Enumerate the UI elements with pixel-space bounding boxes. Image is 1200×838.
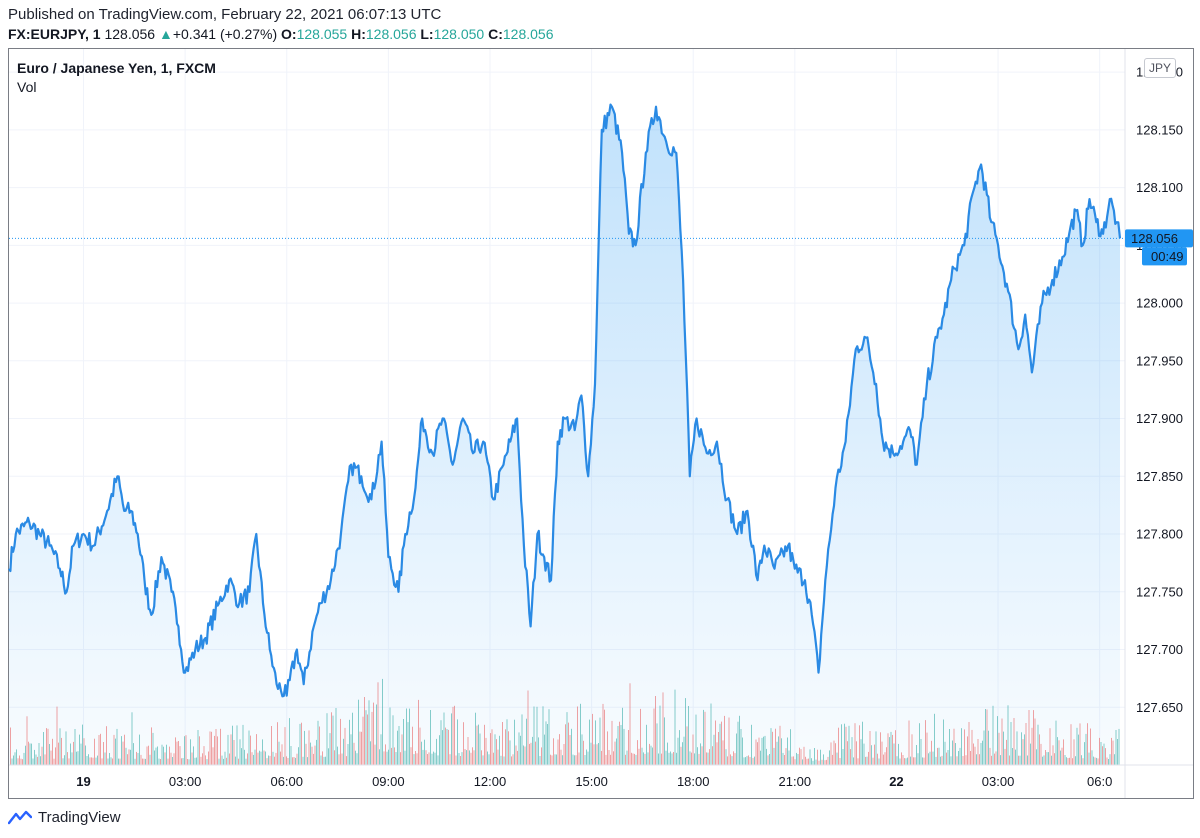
high-value: 128.056 <box>365 26 417 42</box>
quote-line: FX:EURJPY, 1 128.056 ▲+0.341 (+0.27%) O:… <box>8 26 553 42</box>
price-area <box>9 104 1120 766</box>
series-title[interactable]: Euro / Japanese Yen, 1, FXCM <box>17 60 216 76</box>
price-tick-label: 127.850 <box>1136 469 1183 484</box>
chart-frame <box>8 48 1194 799</box>
high-label: H: <box>351 26 366 42</box>
currency-button[interactable]: JPY <box>1144 58 1176 78</box>
tradingview-logo-icon[interactable] <box>8 809 32 825</box>
price-tick-label: 127.900 <box>1136 411 1183 426</box>
change-up-icon: ▲ <box>158 26 173 42</box>
price-change: +0.341 (+0.27%) <box>172 26 278 42</box>
close-label: C: <box>488 26 503 42</box>
close-value: 128.056 <box>502 26 554 42</box>
price-tick-label: 128.150 <box>1136 122 1183 137</box>
price-axis[interactable]: 127.650 127.700 127.750 127.800 127.850 127.9… <box>1136 65 1183 715</box>
volume-legend[interactable]: Vol <box>17 79 37 95</box>
low-label: L: <box>420 26 434 42</box>
time-tick-label: 06:00 <box>270 774 303 789</box>
price-tick-label: 127.700 <box>1136 642 1183 657</box>
time-tick-label: 21:00 <box>779 774 812 789</box>
last-price-tag-label: 128.056 <box>1131 231 1178 246</box>
time-tick-label: 03:00 <box>169 774 202 789</box>
brand-name[interactable]: TradingView <box>38 808 121 826</box>
time-tick-label: 03:00 <box>982 774 1015 789</box>
price-tick-label: 127.800 <box>1136 527 1183 542</box>
price-tick-label: 127.950 <box>1136 353 1183 368</box>
time-tick-label: 19 <box>76 774 90 789</box>
price-tick-label: 127.650 <box>1136 700 1183 715</box>
time-tick-label: 18:00 <box>677 774 710 789</box>
time-tick-label: 12:00 <box>474 774 507 789</box>
time-tick-label: 15:00 <box>575 774 608 789</box>
countdown-label: 00:49 <box>1151 249 1184 264</box>
published-caption: Published on TradingView.com, February 2… <box>8 6 442 23</box>
open-value: 128.055 <box>296 26 348 42</box>
last-price: 128.056 <box>104 26 156 42</box>
time-tick-label: 22 <box>889 774 903 789</box>
footer: TradingView <box>8 806 121 828</box>
price-tick-label: 128.100 <box>1136 180 1183 195</box>
time-tick-label: 06:0 <box>1087 774 1112 789</box>
price-tick-label: 128.000 <box>1136 296 1183 311</box>
price-tick-label: 127.750 <box>1136 584 1183 599</box>
low-value: 128.050 <box>433 26 485 42</box>
time-axis[interactable]: 19 03:00 06:00 09:00 12:00 15:00 18:00 21:00 22 0… <box>76 774 1112 789</box>
last-price-tag: 128.056 00:49 <box>1125 229 1193 266</box>
open-label: O: <box>281 26 297 42</box>
price-line[interactable] <box>8 103 1122 698</box>
symbol-label[interactable]: FX:EURJPY, 1 <box>8 26 101 42</box>
time-tick-label: 09:00 <box>372 774 405 789</box>
